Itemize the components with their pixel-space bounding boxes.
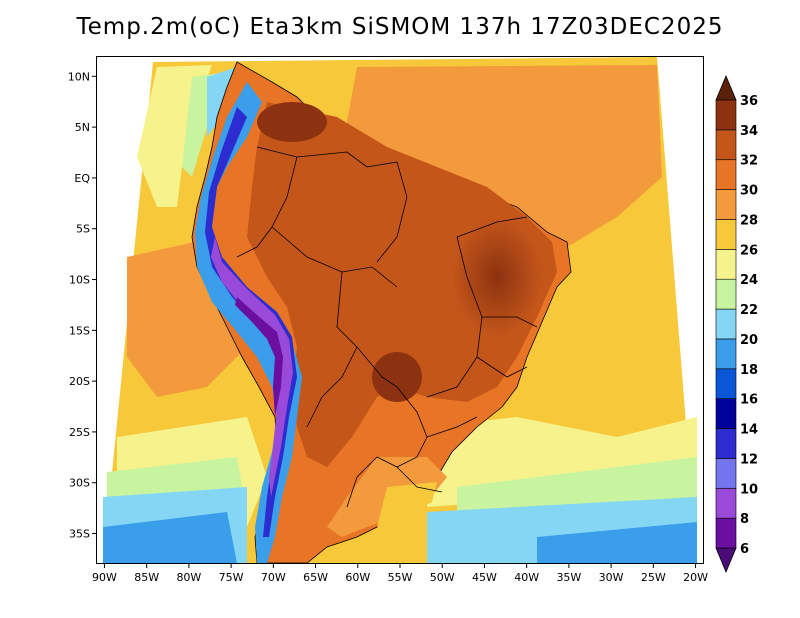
andes-peak-cold [211, 237, 293, 497]
lat-label: 10N [68, 70, 90, 83]
colorbar-swatch [715, 428, 737, 459]
colorbar-label: 20 [740, 333, 758, 348]
colorbar-label: 36 [740, 94, 758, 109]
lat-label: EQ [74, 172, 90, 185]
lat-label: 10S [69, 274, 90, 287]
colorbar-swatch [715, 159, 737, 190]
lon-label: 45W [472, 571, 497, 584]
colorbar-swatch [715, 219, 737, 250]
colorbar-label: 8 [740, 512, 749, 527]
colorbar-label: 14 [740, 423, 758, 438]
lon-label: 80W [176, 571, 201, 584]
colorbar-swatch [715, 368, 737, 399]
colorbar-swatch [715, 487, 737, 519]
southern-cone-cool [377, 482, 437, 527]
colorbar-over-triangle [715, 74, 737, 101]
colorbar-label: 18 [740, 363, 758, 378]
lon-label: 55W [388, 571, 413, 584]
hot-spot-northeast [452, 217, 542, 337]
colorbar-swatch [715, 99, 737, 131]
colorbar-swatch [715, 517, 737, 549]
hot-spot-venezuela [257, 102, 327, 142]
colorbar-swatch [715, 458, 737, 489]
colorbar-swatch [715, 189, 737, 220]
colorbar-swatch [715, 278, 737, 310]
colorbar-swatch [715, 398, 737, 429]
temperature-field-map [103, 57, 697, 563]
colorbar-label: 10 [740, 482, 758, 497]
colorbar-label: 6 [740, 542, 749, 557]
lon-label: 25W [641, 571, 666, 584]
lat-label: 25S [69, 426, 90, 439]
colorbar-label: 32 [740, 154, 758, 169]
lat-label: 35S [69, 528, 90, 541]
lon-label: 65W [303, 571, 328, 584]
colorbar-label: 34 [740, 124, 758, 139]
lat-label: 5S [76, 223, 90, 236]
ocean-band-18-atlantic [537, 522, 697, 563]
lon-label: 60W [345, 571, 370, 584]
colorbar-swatch [715, 129, 737, 161]
country-borders [236, 146, 538, 508]
lon-label: 20W [683, 571, 708, 584]
hot-spot-central [372, 352, 422, 402]
colorbar-swatch [715, 338, 737, 370]
andes-peak-coldest [235, 297, 283, 417]
lon-label: 90W [92, 571, 117, 584]
lon-label: 75W [219, 571, 244, 584]
colorbar-swatch [715, 249, 737, 280]
map-title: Temp.2m(oC) Eta3km SiSMOM 137h 17Z03DEC2… [76, 14, 724, 40]
lat-label: 20S [69, 375, 90, 388]
lon-label: 70W [261, 571, 286, 584]
lat-label: 5N [75, 121, 90, 134]
lon-label: 35W [556, 571, 581, 584]
lon-label: 85W [134, 571, 159, 584]
colorbar-under-triangle [715, 547, 737, 574]
lon-label: 50W [430, 571, 455, 584]
lat-label: 15S [69, 324, 90, 337]
colorbar-swatch [715, 308, 737, 340]
colorbar-label: 30 [740, 184, 758, 199]
ocean-band-18 [103, 512, 237, 563]
lon-label: 30W [599, 571, 624, 584]
map-frame [96, 56, 704, 564]
colorbar-label: 12 [740, 452, 758, 467]
hot-interior [247, 102, 557, 467]
lon-label: 40W [514, 571, 539, 584]
colorbar-label: 26 [740, 243, 758, 258]
colorbar-label: 16 [740, 393, 758, 408]
colorbar-label: 28 [740, 213, 758, 228]
colorbar-label: 22 [740, 303, 758, 318]
lat-label: 30S [69, 477, 90, 490]
colorbar-label: 24 [740, 273, 758, 288]
